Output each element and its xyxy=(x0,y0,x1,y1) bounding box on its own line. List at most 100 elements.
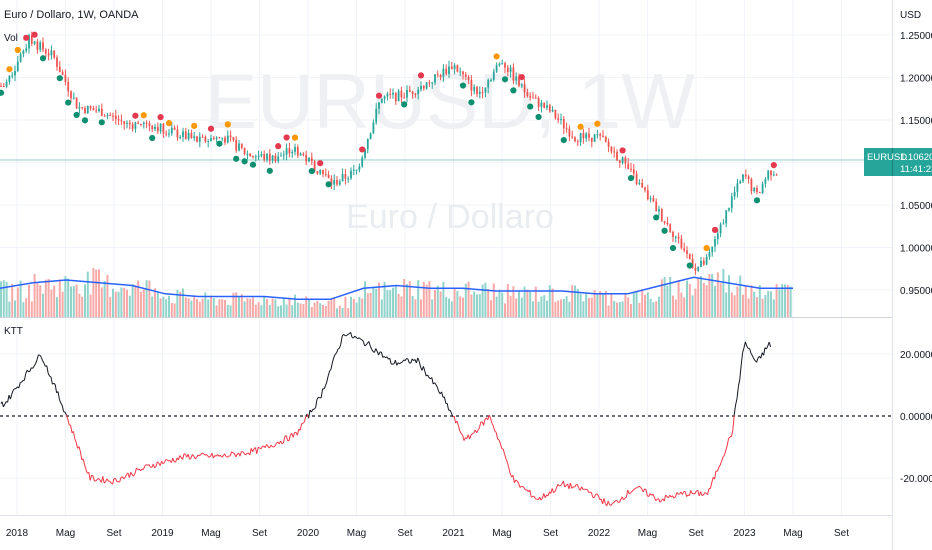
symbol-title[interactable]: Euro / Dollaro, 1W, OANDA xyxy=(4,9,139,21)
candle-body xyxy=(19,53,22,62)
ktt-segment xyxy=(515,479,518,482)
candle-body xyxy=(688,253,691,259)
ktt-segment xyxy=(303,416,307,423)
ktt-segment xyxy=(368,341,371,346)
pane-separator[interactable] xyxy=(0,317,892,318)
ktt-segment xyxy=(11,390,14,395)
signal-dot xyxy=(510,87,517,94)
ktt-segment xyxy=(4,401,7,405)
candle-body xyxy=(89,106,92,109)
ktt-segment xyxy=(256,447,259,454)
volume-bar xyxy=(686,280,688,317)
volume-bar xyxy=(548,285,551,317)
volume-bar xyxy=(414,299,417,317)
ktt-segment xyxy=(329,368,332,372)
ktt-segment xyxy=(89,474,93,481)
volume-bar xyxy=(579,293,582,317)
candle-body xyxy=(725,210,728,224)
signal-dot xyxy=(149,134,156,142)
volume-bar xyxy=(476,294,478,317)
ktt-segment xyxy=(476,430,479,434)
candle-body xyxy=(249,153,252,156)
ktt-segment xyxy=(65,414,69,420)
price-tag-symbol: EURUSD xyxy=(867,152,907,163)
ktt-segment xyxy=(268,444,272,449)
time-tick-label: 2022 xyxy=(588,528,611,539)
signal-dot xyxy=(140,112,147,119)
candle-body xyxy=(176,129,179,138)
volume-bar xyxy=(112,288,114,317)
ktt-segment xyxy=(245,452,248,456)
ktt-segment xyxy=(343,333,346,336)
volume-bar xyxy=(221,299,224,317)
candle-body xyxy=(646,190,649,200)
volume-bar xyxy=(347,308,350,317)
volume-bar xyxy=(238,296,240,317)
ktt-segment xyxy=(718,464,721,468)
candle-body xyxy=(428,82,431,84)
volume-label[interactable]: Vol xyxy=(4,33,18,44)
ktt-segment xyxy=(323,385,326,390)
signal-dot xyxy=(711,226,719,233)
signal-dot xyxy=(501,76,509,83)
candle-body xyxy=(534,97,537,99)
ktt-segment xyxy=(701,494,704,497)
ktt-segment xyxy=(231,451,234,454)
ktt-segment xyxy=(630,490,633,494)
ktt-segment xyxy=(64,411,67,416)
time-tick-label: Mag xyxy=(347,528,366,539)
ktt-segment xyxy=(2,404,6,408)
volume-bar xyxy=(680,292,683,317)
volume-bar xyxy=(660,279,663,317)
ktt-segment xyxy=(613,500,616,503)
candle-body xyxy=(582,133,585,139)
ktt-label[interactable]: KTT xyxy=(4,326,23,337)
ktt-segment xyxy=(569,482,573,489)
candle-body xyxy=(683,248,686,251)
candle-body xyxy=(523,84,526,93)
candle-body xyxy=(375,108,378,123)
candle-body xyxy=(58,66,61,73)
volume-bar xyxy=(0,281,2,317)
ktt-segment xyxy=(749,348,752,354)
volume-bar xyxy=(534,286,537,317)
candle-body xyxy=(229,135,232,138)
candlesticks xyxy=(0,31,778,275)
ktt-segment xyxy=(78,446,81,452)
signal-dot xyxy=(275,143,282,150)
candle-body xyxy=(565,128,568,130)
ktt-segment xyxy=(463,437,466,441)
candle-body xyxy=(680,238,683,249)
time-axis[interactable]: 2018 Mag Set 2019 Mag Set 2020 Mag Set 2021 Mag Set… xyxy=(6,528,849,539)
candle-body xyxy=(44,49,47,54)
ktt-segment xyxy=(134,468,137,474)
ktt-segment xyxy=(571,486,574,489)
ktt-segment xyxy=(590,492,594,498)
volume-bar xyxy=(254,304,257,317)
ktt-segment xyxy=(497,438,500,441)
candle-body xyxy=(702,260,705,265)
candle-body xyxy=(728,208,730,211)
candle-body xyxy=(215,137,218,139)
ktt-segment xyxy=(645,489,648,497)
candle-body xyxy=(431,82,434,84)
ktt-segment xyxy=(631,489,634,492)
volume-bar xyxy=(434,289,436,317)
ktt-segment xyxy=(716,467,720,472)
volume-bar xyxy=(16,287,19,317)
ktt-segment xyxy=(74,438,77,443)
ktt-segment xyxy=(35,359,38,364)
ktt-segment xyxy=(435,384,438,388)
candle-body xyxy=(450,66,453,70)
candle-body xyxy=(0,86,2,87)
candle-body xyxy=(478,91,481,95)
ktt-segment xyxy=(427,374,430,378)
ktt-segment xyxy=(581,486,584,490)
candle-body xyxy=(198,136,201,142)
volume-bar xyxy=(142,289,145,317)
candle-body xyxy=(470,79,473,91)
candle-body xyxy=(464,74,467,77)
candle-body xyxy=(291,151,294,154)
